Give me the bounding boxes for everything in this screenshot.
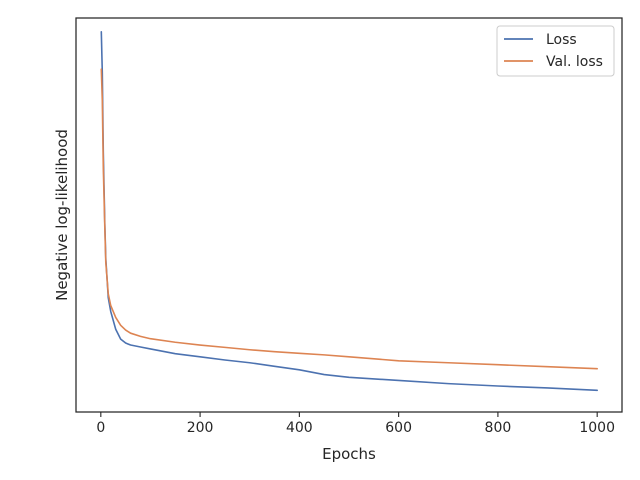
x-axis-label: Epochs [322, 445, 376, 463]
x-tick-label: 400 [286, 420, 313, 436]
x-axis-ticks: 0 200 400 600 800 1000 [96, 412, 615, 436]
x-tick-label: 1000 [579, 420, 615, 436]
x-tick-label: 0 [96, 420, 105, 436]
series-line-2 [100, 68, 598, 370]
y-axis-label: Negative log-likelihood [53, 129, 71, 301]
legend: Loss Val. loss [496, 25, 615, 77]
legend-label-1: Loss [546, 32, 577, 48]
plot-frame [75, 17, 623, 413]
x-tick-label: 800 [485, 420, 512, 436]
series-layer [100, 30, 598, 392]
legend-label-2: Val. loss [546, 54, 603, 70]
x-tick-label: 600 [385, 420, 412, 436]
x-tick-label: 200 [187, 420, 214, 436]
